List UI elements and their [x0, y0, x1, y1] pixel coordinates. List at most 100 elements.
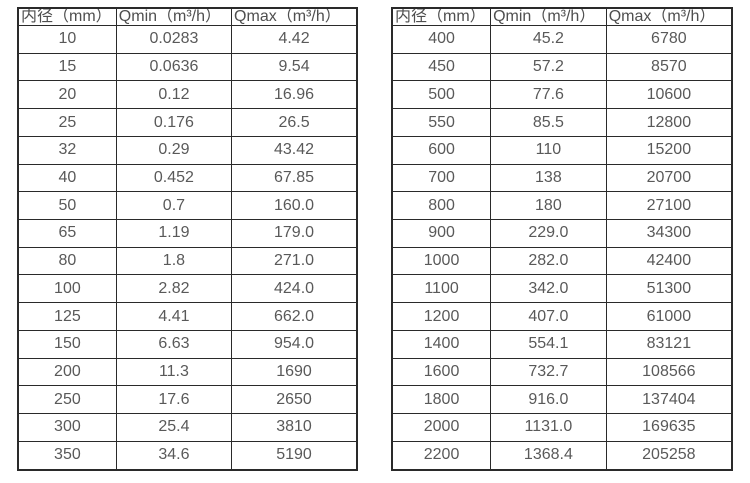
table-cell: 34.6 — [115, 440, 233, 471]
table-cell: 662.0 — [231, 302, 358, 331]
table-cell: 138 — [490, 163, 607, 193]
table-cell: 20700 — [605, 163, 733, 193]
table-header-row: 内径（mm） Qmin（m³/h） Qmax（m³/h） — [391, 7, 733, 26]
table-cell: 554.1 — [490, 329, 607, 359]
table-cell: 100 — [17, 274, 117, 304]
table-cell: 179.0 — [231, 219, 358, 248]
table-cell: 25 — [17, 108, 117, 137]
table-cell: 1200 — [391, 302, 492, 331]
flow-spec-table-large-diameters: 内径（mm） Qmin（m³/h） Qmax（m³/h） 400 45.2 6780 45… — [391, 7, 733, 471]
table-cell: 916.0 — [490, 385, 607, 415]
table-cell: 65 — [17, 219, 117, 248]
table-row: 25 0.176 26.5 — [17, 108, 358, 137]
table-row: 32 0.29 43.42 — [17, 135, 358, 165]
table-cell: 150 — [17, 329, 117, 359]
table-cell: 450 — [391, 52, 492, 82]
column-header: Qmin（m³/h） — [115, 7, 233, 26]
table-row: 250 17.6 2650 — [17, 385, 358, 415]
table-cell: 350 — [17, 440, 117, 471]
table-row: 2000 1131.0 169635 — [391, 413, 733, 442]
table-cell: 1000 — [391, 246, 492, 276]
table-row: 400 45.2 6780 — [391, 25, 733, 54]
table-cell: 1600 — [391, 357, 492, 387]
table-cell: 15 — [17, 52, 117, 82]
table-cell: 43.42 — [231, 135, 358, 165]
table-cell: 40 — [17, 163, 117, 193]
table-row: 20 0.12 16.96 — [17, 80, 358, 110]
table-cell: 16.96 — [231, 80, 358, 110]
table-cell: 160.0 — [231, 191, 358, 221]
table-cell: 1800 — [391, 385, 492, 415]
table-cell: 15200 — [605, 135, 733, 165]
table-cell: 17.6 — [115, 385, 233, 415]
table-row: 800 180 27100 — [391, 191, 733, 221]
table-cell: 600 — [391, 135, 492, 165]
table-cell: 0.0283 — [115, 25, 233, 54]
table-cell: 32 — [17, 135, 117, 165]
table-cell: 2000 — [391, 413, 492, 442]
table-cell: 900 — [391, 219, 492, 248]
table-row: 1800 916.0 137404 — [391, 385, 733, 415]
table-row: 150 6.63 954.0 — [17, 329, 358, 359]
table-cell: 51300 — [605, 274, 733, 304]
table-row: 300 25.4 3810 — [17, 413, 358, 442]
flow-spec-table-small-diameters: 内径（mm） Qmin（m³/h） Qmax（m³/h） 10 0.0283 4.42 1… — [17, 7, 358, 471]
table-cell: 229.0 — [490, 219, 607, 248]
table-cell: 400 — [391, 25, 492, 54]
table-row: 10 0.0283 4.42 — [17, 25, 358, 54]
column-header: 内径（mm） — [17, 7, 117, 26]
table-cell: 125 — [17, 302, 117, 331]
table-cell: 424.0 — [231, 274, 358, 304]
column-header: Qmin（m³/h） — [490, 7, 607, 26]
table-cell: 34300 — [605, 219, 733, 248]
table-cell: 0.7 — [115, 191, 233, 221]
table-cell: 282.0 — [490, 246, 607, 276]
table-cell: 12800 — [605, 108, 733, 137]
table-cell: 10 — [17, 25, 117, 54]
table-row: 40 0.452 67.85 — [17, 163, 358, 193]
column-header: 内径（mm） — [391, 7, 492, 26]
table-cell: 271.0 — [231, 246, 358, 276]
table-row: 600 110 15200 — [391, 135, 733, 165]
table-row: 1400 554.1 83121 — [391, 329, 733, 359]
table-cell: 1100 — [391, 274, 492, 304]
table-cell: 732.7 — [490, 357, 607, 387]
table-cell: 26.5 — [231, 108, 358, 137]
table-cell: 250 — [17, 385, 117, 415]
table-cell: 169635 — [605, 413, 733, 442]
table-cell: 205258 — [605, 440, 733, 471]
table-cell: 0.452 — [115, 163, 233, 193]
table-row: 1000 282.0 42400 — [391, 246, 733, 276]
table-cell: 85.5 — [490, 108, 607, 137]
table-cell: 1131.0 — [490, 413, 607, 442]
table-header-row: 内径（mm） Qmin（m³/h） Qmax（m³/h） — [17, 7, 358, 26]
table-cell: 45.2 — [490, 25, 607, 54]
table-cell: 700 — [391, 163, 492, 193]
table-row: 50 0.7 160.0 — [17, 191, 358, 221]
table-cell: 2200 — [391, 440, 492, 471]
table-row: 80 1.8 271.0 — [17, 246, 358, 276]
table-row: 2200 1368.4 205258 — [391, 440, 733, 471]
table-row: 1200 407.0 61000 — [391, 302, 733, 331]
table-cell: 80 — [17, 246, 117, 276]
table-cell: 550 — [391, 108, 492, 137]
table-cell: 1690 — [231, 357, 358, 387]
table-cell: 0.0636 — [115, 52, 233, 82]
table-cell: 0.176 — [115, 108, 233, 137]
table-row: 15 0.0636 9.54 — [17, 52, 358, 82]
table-cell: 5190 — [231, 440, 358, 471]
table-cell: 61000 — [605, 302, 733, 331]
table-cell: 27100 — [605, 191, 733, 221]
table-cell: 67.85 — [231, 163, 358, 193]
table-cell: 342.0 — [490, 274, 607, 304]
table-cell: 6780 — [605, 25, 733, 54]
table-cell: 137404 — [605, 385, 733, 415]
column-header: Qmax（m³/h） — [231, 7, 358, 26]
table-cell: 108566 — [605, 357, 733, 387]
table-row: 350 34.6 5190 — [17, 440, 358, 471]
table-cell: 1.8 — [115, 246, 233, 276]
table-row: 1600 732.7 108566 — [391, 357, 733, 387]
table-cell: 10600 — [605, 80, 733, 110]
table-cell: 1368.4 — [490, 440, 607, 471]
table-cell: 1400 — [391, 329, 492, 359]
